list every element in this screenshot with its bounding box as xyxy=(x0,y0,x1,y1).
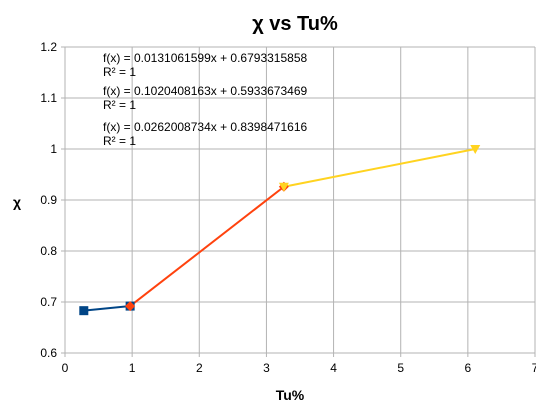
x-axis-label: Tu% xyxy=(276,387,305,401)
y-tick-label: 0.8 xyxy=(40,244,57,258)
x-tick-labels: 0 1 2 3 4 5 6 7 xyxy=(62,361,536,375)
x-tick-label: 1 xyxy=(129,361,136,375)
y-tick-label: 1.2 xyxy=(40,40,57,54)
y-tick-label: 0.7 xyxy=(40,295,57,309)
y-tick-label: 1.1 xyxy=(40,91,57,105)
axes xyxy=(61,46,536,357)
data-point-series-1 xyxy=(79,306,89,316)
data-point-series-3 xyxy=(278,182,289,192)
y-tick-label: 0.9 xyxy=(40,193,57,207)
y-axis-label: χ xyxy=(13,194,21,210)
x-tick-label: 2 xyxy=(196,361,203,375)
trendline-formula: f(x) = 0.0131061599x + 0.6793315858 xyxy=(103,51,307,65)
trendline-r-squared: R² = 1 xyxy=(103,134,136,148)
series-line-2 xyxy=(129,185,285,307)
x-tick-label: 0 xyxy=(62,361,69,375)
trendline-formula: f(x) = 0.0262008734x + 0.8398471616 xyxy=(103,120,307,134)
y-tick-label: 1 xyxy=(50,142,57,156)
data-point-series-3 xyxy=(470,145,481,154)
series-line-1 xyxy=(83,305,131,312)
x-tick-label: 6 xyxy=(465,361,472,375)
chart-title: χ vs Tu% xyxy=(252,13,338,35)
series-line-3 xyxy=(283,148,476,188)
grid xyxy=(65,46,536,353)
trendline-formula: f(x) = 0.1020408163x + 0.5933673469 xyxy=(103,84,307,98)
x-tick-label: 3 xyxy=(263,361,270,375)
series-group xyxy=(79,145,481,316)
x-tick-label: 4 xyxy=(330,361,337,375)
trendline-r-squared: R² = 1 xyxy=(103,98,136,112)
x-tick-label: 7 xyxy=(532,361,536,375)
y-tick-labels: 0.6 0.7 0.8 0.9 1 1.1 1.2 xyxy=(40,40,57,360)
y-tick-label: 0.6 xyxy=(40,346,57,360)
x-tick-label: 5 xyxy=(397,361,404,375)
data-point-series-2 xyxy=(125,301,136,312)
trendline-r-squared: R² = 1 xyxy=(103,65,136,79)
